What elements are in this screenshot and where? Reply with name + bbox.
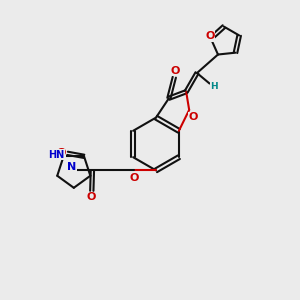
Text: O: O	[205, 31, 214, 41]
Text: O: O	[56, 148, 66, 158]
Text: O: O	[129, 172, 139, 183]
Text: N: N	[67, 162, 76, 172]
Text: H: H	[210, 82, 218, 91]
Text: O: O	[188, 112, 197, 122]
Text: O: O	[87, 192, 96, 203]
Text: HN: HN	[48, 149, 64, 160]
Text: O: O	[170, 66, 180, 76]
